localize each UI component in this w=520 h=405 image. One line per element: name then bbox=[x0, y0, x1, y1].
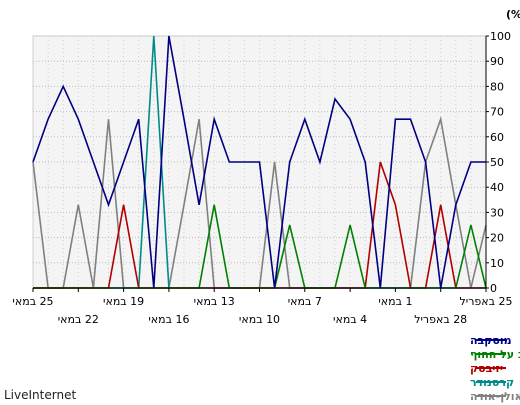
x-tick-label: 7 במאי bbox=[288, 295, 322, 308]
x-tick-label: 25 במאי bbox=[12, 295, 53, 308]
legend: מוסקבהרוסטוב על החוףיזיבסקקרסנודראולן-או… bbox=[470, 334, 520, 403]
y-tick-label: 40 bbox=[490, 181, 504, 194]
x-tick-label: 1 במאי bbox=[378, 295, 412, 308]
y-tick-label: 80 bbox=[490, 80, 504, 93]
legend-label: מוסקבה bbox=[470, 334, 512, 347]
x-tick-label: 28 באפריל bbox=[414, 313, 467, 326]
y-tick-label: 90 bbox=[490, 55, 504, 68]
y-tick-label: 100 bbox=[490, 30, 511, 43]
legend-label: יזיבסק bbox=[470, 362, 503, 375]
y-tick-label: 70 bbox=[490, 106, 504, 119]
legend-label: אולן-אודה bbox=[470, 390, 520, 403]
legend-item[interactable]: אולן-אודה bbox=[470, 390, 520, 403]
y-tick-label: 0 bbox=[490, 282, 497, 295]
y-tick-label: 50 bbox=[490, 156, 504, 169]
legend-item[interactable]: יזיבסק bbox=[470, 362, 506, 375]
legend-label: קרסנודר bbox=[470, 376, 514, 389]
x-tick-label: 16 במאי bbox=[148, 313, 189, 326]
legend-item[interactable]: רוסטוב על החוף bbox=[470, 348, 520, 361]
brand-logo-text[interactable]: LiveInternet bbox=[4, 388, 76, 402]
legend-label: רוסטוב על החוף bbox=[470, 348, 520, 361]
y-axis-label: חלק (%) bbox=[506, 8, 520, 21]
series-line-1 bbox=[32, 35, 486, 289]
x-tick-label: 22 במאי bbox=[58, 313, 99, 326]
legend-item[interactable]: מוסקבה bbox=[470, 334, 512, 347]
x-tick-label: 19 במאי bbox=[103, 295, 144, 308]
y-tick-label: 10 bbox=[490, 257, 504, 270]
y-axis-ticks: 0 10 20 30 40 50 60 70 80 90 100 bbox=[486, 30, 511, 295]
x-tick-label: 10 במאי bbox=[239, 313, 280, 326]
y-tick-label: 30 bbox=[490, 206, 504, 219]
x-tick-label: 25 באפריל bbox=[460, 295, 513, 308]
y-tick-label: 20 bbox=[490, 232, 504, 245]
x-tick-label: 4 במאי bbox=[333, 313, 367, 326]
y-tick-label: 60 bbox=[490, 131, 504, 144]
x-tick-label: 13 במאי bbox=[194, 295, 235, 308]
legend-item[interactable]: קרסנודר bbox=[470, 376, 514, 389]
